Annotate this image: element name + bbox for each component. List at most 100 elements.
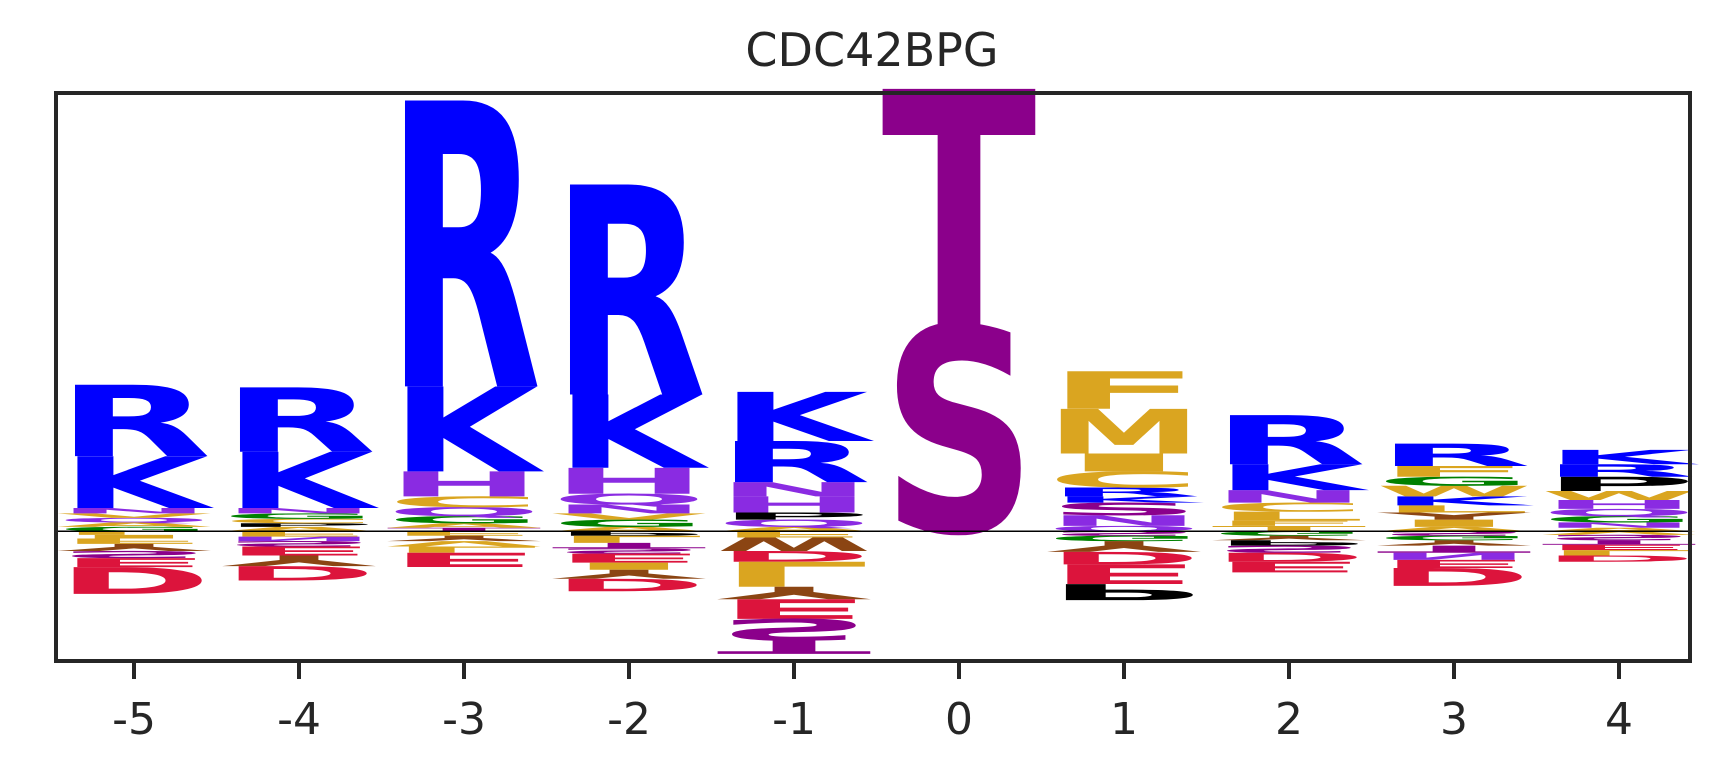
residue-Q-pos4-up3: Q bbox=[1542, 507, 1697, 518]
residue-Y-pos1-down2: Y bbox=[1046, 538, 1201, 555]
residue-I-pos-2-down5: I bbox=[552, 560, 707, 571]
residue-Y-pos3-down2: Y bbox=[1376, 538, 1531, 547]
residue-P-pos1-down5: P bbox=[1047, 579, 1202, 605]
x-tick-label--1: -1 bbox=[772, 694, 816, 745]
residue-V-pos-3-down2: V bbox=[387, 539, 542, 548]
residue-L-pos-2-down1: L bbox=[552, 533, 707, 544]
residue-Y-pos-2-down6: Y bbox=[551, 567, 706, 581]
residue-K-pos3-up4: K bbox=[1380, 494, 1535, 508]
residue-S-pos-1-down6: S bbox=[717, 612, 872, 646]
residue-D-pos2-down4: D bbox=[1212, 550, 1367, 564]
residue-E-pos1-down4: E bbox=[1047, 558, 1202, 589]
residue-F-pos2-up1: F bbox=[1212, 519, 1367, 528]
residue-R-pos1-up4: R bbox=[1047, 485, 1202, 499]
residue-M-pos1-up7: M bbox=[1047, 397, 1202, 468]
residue-H-pos4-up4: H bbox=[1542, 498, 1697, 512]
residue-F-pos-3-down0: F bbox=[387, 530, 542, 537]
residue-S-pos0-up0: S bbox=[882, 271, 1037, 599]
residue-N-pos3-down4: N bbox=[1377, 550, 1532, 561]
residue-K-pos-5-up5: K bbox=[60, 443, 215, 526]
residue-N-pos-4-down1: N bbox=[222, 535, 377, 542]
residue-L-pos-5-down0: L bbox=[57, 530, 212, 536]
residue-R-pos4-up7: R bbox=[1542, 461, 1697, 481]
x-tick-label-0: 0 bbox=[945, 694, 973, 745]
x-tick-label-4: 4 bbox=[1605, 694, 1633, 745]
residue-K-pos1-up3: K bbox=[1050, 495, 1205, 505]
residue-Q-pos-3-up3: Q bbox=[387, 505, 542, 519]
residue-H-pos-3-up5: H bbox=[387, 465, 542, 505]
residue-C-pos2-up3: C bbox=[1212, 500, 1367, 514]
residue-T-pos2-up0: T bbox=[1212, 524, 1367, 533]
residue-E-pos3-down5: E bbox=[1376, 557, 1531, 570]
residue-F-pos-1-down0: F bbox=[717, 529, 872, 539]
residue-A-pos-5-up1: A bbox=[57, 521, 212, 528]
residue-G-pos3-down1: G bbox=[1377, 534, 1532, 541]
residue-H-pos-1-up3: H bbox=[717, 492, 872, 518]
residue-R-pos2-up6: R bbox=[1212, 402, 1367, 480]
residue-T-pos0-up1: T bbox=[882, 25, 1038, 403]
residue-N-pos1-up1: N bbox=[1047, 512, 1202, 529]
residue-S-pos1-down0: S bbox=[1047, 530, 1202, 537]
residue-E-pos-5-down5: E bbox=[57, 555, 212, 569]
residue-A-pos-2-up0: A bbox=[552, 526, 707, 533]
residue-T-pos-3-up0: T bbox=[387, 527, 542, 533]
residue-R-pos3-up8: R bbox=[1377, 437, 1532, 473]
residue-I-pos3-up1: I bbox=[1377, 518, 1532, 529]
residue-R-pos-3-up7: R bbox=[387, 24, 542, 479]
residue-Y-pos-3-down1: Y bbox=[386, 534, 541, 543]
residue-Q-pos-2-up4: Q bbox=[552, 491, 707, 508]
residue-Y-pos-5-down3: Y bbox=[56, 541, 211, 552]
residue-L-pos3-up3: L bbox=[1377, 503, 1532, 514]
residue-E-pos-4-down3: E bbox=[222, 544, 377, 558]
residue-W-pos3-up5: W bbox=[1377, 483, 1532, 500]
residue-R-pos-2-up7: R bbox=[552, 127, 707, 463]
x-tick-label-2: 2 bbox=[1275, 694, 1303, 745]
residue-S-pos3-down0: S bbox=[1377, 530, 1532, 537]
residue-C-pos-3-up4: C bbox=[387, 494, 542, 511]
residue-D-pos4-down5: D bbox=[1542, 553, 1697, 563]
x-tick-label--4: -4 bbox=[277, 694, 321, 745]
residue-A-pos-4-up0: A bbox=[222, 526, 377, 533]
residue-S-pos4-down1: S bbox=[1542, 533, 1697, 542]
residue-I-pos1-up6: I bbox=[1047, 449, 1202, 478]
residue-K-pos-2-up6: K bbox=[555, 375, 710, 492]
residue-L-pos4-down4: L bbox=[1542, 548, 1697, 557]
residue-Y-pos-4-down4: Y bbox=[221, 552, 376, 569]
residue-G-pos1-down1: G bbox=[1047, 534, 1202, 543]
residue-K-pos4-up8: K bbox=[1545, 446, 1700, 469]
x-tick-label-1: 1 bbox=[1110, 694, 1138, 745]
residue-E-pos-3-down4: E bbox=[387, 548, 542, 571]
residue-F-pos3-up7: F bbox=[1377, 463, 1532, 480]
residue-P-pos-2-down0: P bbox=[552, 530, 707, 537]
residue-L-pos-3-down3: L bbox=[387, 544, 542, 554]
residue-N-pos2-up4: N bbox=[1212, 487, 1367, 507]
residue-V-pos4-down0: V bbox=[1542, 530, 1697, 536]
residue-K-pos-1-up6: K bbox=[720, 378, 875, 456]
x-tick-label--2: -2 bbox=[607, 694, 651, 745]
residue-G-pos2-down0: G bbox=[1212, 530, 1367, 537]
residue-S-pos-5-down4: S bbox=[57, 549, 212, 560]
residue-P-pos-4-up1: P bbox=[222, 522, 377, 528]
residue-F-pos-4-down0: F bbox=[222, 530, 377, 539]
residue-S-pos1-up2: S bbox=[1047, 499, 1202, 519]
x-tick-label--5: -5 bbox=[112, 694, 156, 745]
residue-P-pos4-up6: P bbox=[1542, 473, 1697, 496]
residue-N-pos-1-up4: N bbox=[717, 478, 872, 501]
residue-P-pos2-down2: P bbox=[1212, 538, 1367, 547]
residue-N-pos-2-up3: N bbox=[552, 502, 707, 516]
residue-S-pos2-down3: S bbox=[1212, 543, 1367, 554]
residue-N-pos4-up1: N bbox=[1542, 521, 1697, 530]
residue-V-pos-5-up3: V bbox=[57, 512, 212, 519]
residue-K-pos-4-up5: K bbox=[225, 437, 380, 526]
residue-K-pos2-up5: K bbox=[1215, 457, 1369, 498]
residue-E-pos2-down5: E bbox=[1212, 558, 1367, 575]
residue-D-pos-1-down2: D bbox=[717, 547, 872, 564]
residue-H-pos-2-up5: H bbox=[552, 461, 707, 502]
residue-F-pos-5-down2: F bbox=[57, 537, 212, 546]
residue-Y-pos3-up2: Y bbox=[1376, 511, 1531, 522]
residue-P-pos-1-up2: P bbox=[717, 511, 872, 522]
residue-T-pos-1-down7: T bbox=[717, 636, 872, 657]
residue-I-pos-5-down1: I bbox=[57, 534, 212, 540]
residue-L-pos2-up2: L bbox=[1212, 509, 1367, 523]
residue-A-pos3-up0: A bbox=[1377, 526, 1532, 533]
